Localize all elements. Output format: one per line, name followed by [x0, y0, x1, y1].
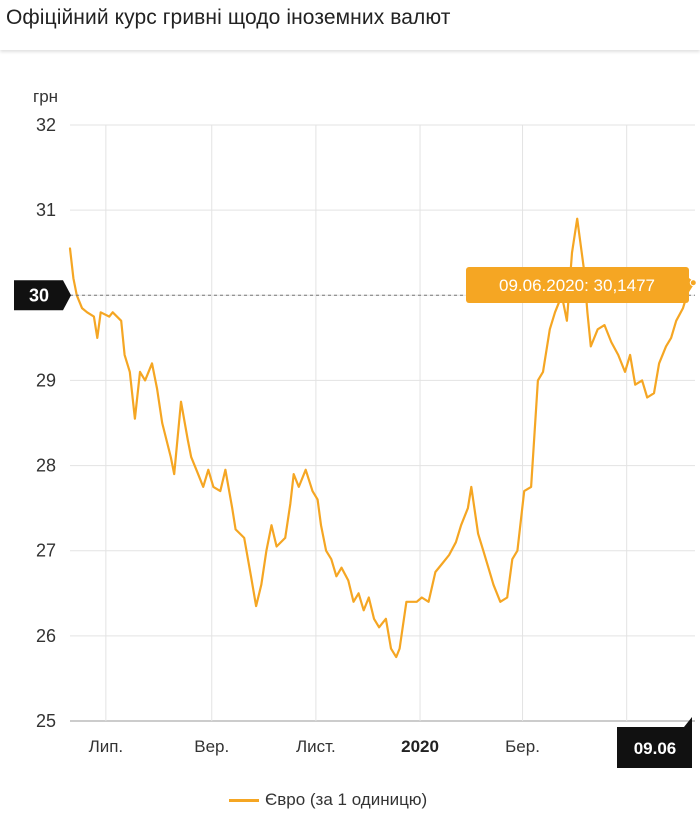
- y-tick-label-25: 25: [36, 711, 56, 731]
- crosshair-y-label: 30: [29, 285, 49, 305]
- page-title: Офіційний курс гривні щодо іноземних вал…: [6, 6, 451, 29]
- crosshair-layer: 30 09.06.2020: 30,1477 09.06: [14, 267, 697, 768]
- y-tick-label-32: 32: [36, 115, 56, 135]
- y-tick-label-31: 31: [36, 200, 56, 220]
- y-axis-ticks: 2526272829303132: [36, 115, 56, 731]
- x-tick-label-1: Вер.: [194, 737, 229, 756]
- hover-point: [689, 279, 697, 287]
- y-tick-label-27: 27: [36, 541, 56, 561]
- crosshair-x-badge: [617, 717, 692, 768]
- y-tick-label-26: 26: [36, 626, 56, 646]
- x-tick-label-0: Лип.: [89, 737, 124, 756]
- y-tick-label-28: 28: [36, 456, 56, 476]
- crosshair-y-badge: [14, 280, 71, 311]
- tooltip-text: 09.06.2020: 30,1477: [499, 276, 655, 295]
- legend-swatch-euro: [229, 798, 259, 802]
- y-axis-unit-label: грн: [33, 87, 58, 106]
- chart-header: Офіційний курс гривні щодо іноземних вал…: [0, 0, 700, 50]
- y-tick-label-29: 29: [36, 370, 56, 390]
- exchange-rate-chart[interactable]: 25 26 27 28 29 30 31 32 грн Лип. Вер. Лист. 2020 Бе…: [0, 0, 700, 790]
- x-tick-label-3: 2020: [401, 737, 439, 756]
- chart-legend[interactable]: Євро (за 1 одиницю): [229, 790, 427, 810]
- legend-label-euro: Євро (за 1 одиницю): [265, 790, 428, 809]
- crosshair-x-label: 09.06: [634, 739, 677, 758]
- tooltip-box: [466, 267, 689, 303]
- chart-grid: [70, 124, 695, 722]
- x-tick-label-4: Бер.: [505, 737, 540, 756]
- x-tick-label-2: Лист.: [296, 737, 336, 756]
